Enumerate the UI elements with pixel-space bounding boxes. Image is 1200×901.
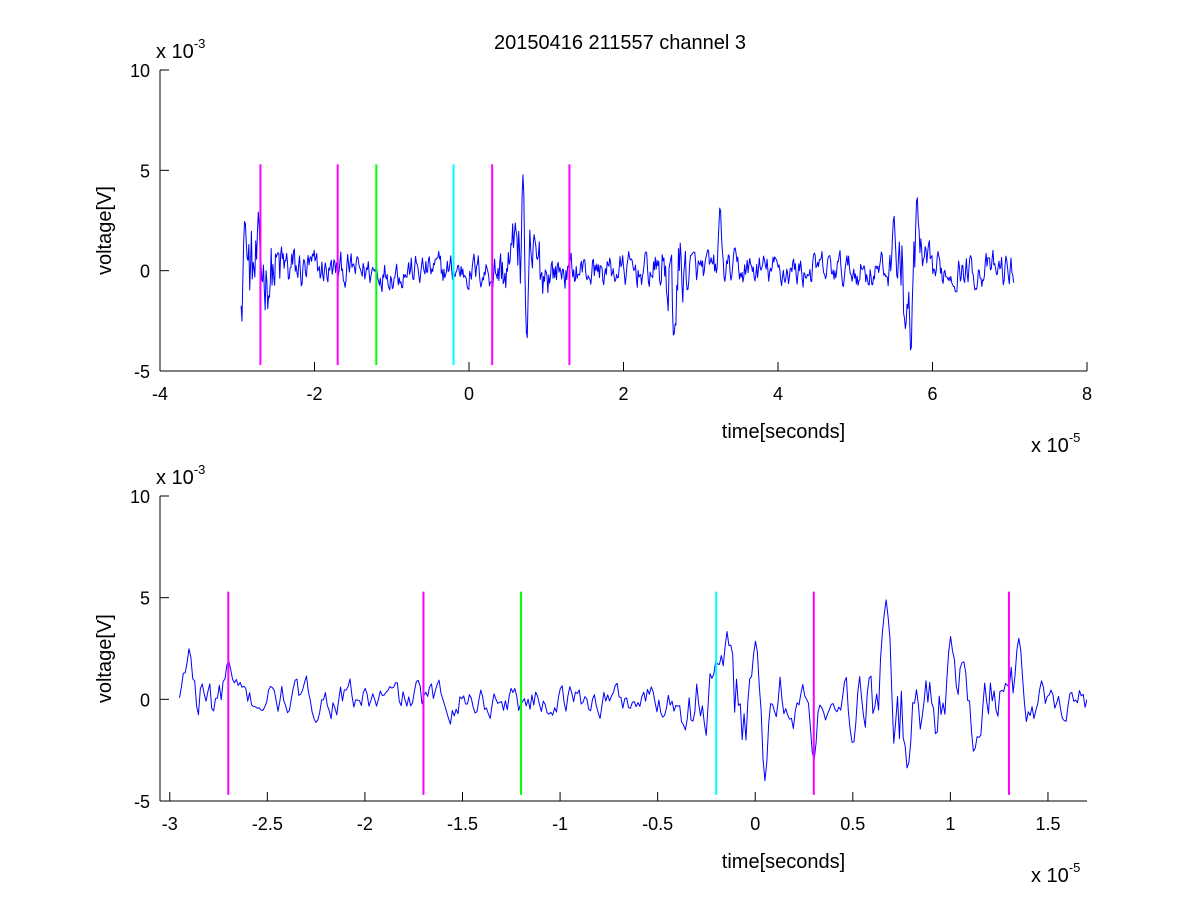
x-multiplier-label: x 10-5 bbox=[1031, 430, 1080, 457]
x-axis-label: time[seconds] bbox=[722, 851, 845, 873]
x-multiplier-exponent: -5 bbox=[1069, 430, 1081, 445]
y-multiplier-exponent: -3 bbox=[194, 462, 206, 477]
x-multiplier-base: x 10 bbox=[1031, 435, 1069, 457]
y-axis-label: voltage[V] bbox=[94, 186, 116, 275]
y-tick-label: 0 bbox=[140, 262, 150, 282]
figure-title: 20150416 211557 channel 3 bbox=[494, 32, 746, 54]
x-tick-label: -0.5 bbox=[642, 814, 673, 834]
y-tick-label: 10 bbox=[130, 61, 150, 81]
x-tick-label: 4 bbox=[773, 384, 783, 404]
y-multiplier-label: x 10-3 bbox=[156, 462, 205, 489]
x-tick-label: -4 bbox=[152, 384, 168, 404]
y-multiplier-label: x 10-3 bbox=[156, 36, 205, 63]
x-multiplier-exponent: -5 bbox=[1069, 860, 1081, 875]
y-tick-label: 10 bbox=[130, 487, 150, 507]
plot-area bbox=[179, 591, 1087, 795]
x-tick-label: 1.5 bbox=[1035, 814, 1060, 834]
x-tick-label: 2 bbox=[618, 384, 628, 404]
x-tick-label: 1 bbox=[945, 814, 955, 834]
x-tick-label: -2 bbox=[306, 384, 322, 404]
x-multiplier-label: x 10-5 bbox=[1031, 860, 1080, 887]
y-multiplier-base: x 10 bbox=[156, 467, 194, 489]
x-tick-label: -3 bbox=[162, 814, 178, 834]
signal-series-line bbox=[179, 599, 1087, 782]
y-multiplier-exponent: -3 bbox=[194, 36, 206, 51]
x-tick-label: 0.5 bbox=[840, 814, 865, 834]
x-tick-label: 8 bbox=[1082, 384, 1092, 404]
x-tick-label: 6 bbox=[927, 384, 937, 404]
y-tick-label: 5 bbox=[140, 589, 150, 609]
y-tick-label: -5 bbox=[134, 792, 150, 812]
x-axis-label: time[seconds] bbox=[722, 421, 845, 443]
x-tick-label: 0 bbox=[464, 384, 474, 404]
x-tick-label: -2 bbox=[357, 814, 373, 834]
x-tick-label: -2.5 bbox=[252, 814, 283, 834]
y-tick-label: -5 bbox=[134, 362, 150, 382]
y-tick-label: 0 bbox=[140, 690, 150, 710]
y-axis-label: voltage[V] bbox=[94, 614, 116, 703]
plot-area bbox=[240, 164, 1015, 365]
y-tick-label: 5 bbox=[140, 161, 150, 181]
x-tick-label: 0 bbox=[750, 814, 760, 834]
x-tick-label: -1 bbox=[552, 814, 568, 834]
x-tick-label: -1.5 bbox=[447, 814, 478, 834]
y-multiplier-base: x 10 bbox=[156, 41, 194, 63]
signal-series-line bbox=[240, 174, 1015, 351]
x-multiplier-base: x 10 bbox=[1031, 865, 1069, 887]
